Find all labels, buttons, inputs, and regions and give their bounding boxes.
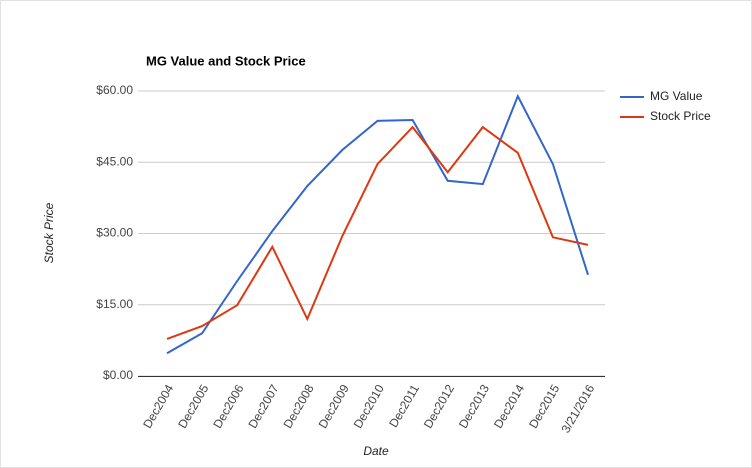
x-tick-label: Dec2015 xyxy=(526,382,562,431)
legend-label: MG Value xyxy=(650,89,703,103)
chart-title: MG Value and Stock Price xyxy=(146,53,306,68)
x-tick-label: Dec2010 xyxy=(351,382,387,431)
x-tick-label: Dec2006 xyxy=(210,382,246,431)
x-tick-label: Dec2008 xyxy=(281,382,317,431)
legend-label: Stock Price xyxy=(650,109,711,123)
x-axis-title: Date xyxy=(363,444,389,458)
x-tick-label: Dec2009 xyxy=(316,382,352,431)
y-tick-label: $60.00 xyxy=(96,83,133,97)
x-tick-label: Dec2005 xyxy=(175,382,211,431)
x-tick-label: Dec2007 xyxy=(245,382,281,431)
x-tick-label: Dec2011 xyxy=(386,382,422,430)
y-axis-title: Stock Price xyxy=(42,202,56,263)
x-tick-label: Dec2012 xyxy=(421,382,457,431)
x-tick-label: Dec2014 xyxy=(491,382,527,431)
x-tick-label: Dec2013 xyxy=(456,382,492,431)
series-line xyxy=(166,93,589,355)
x-tick-label: 3/21/2016 xyxy=(559,382,598,436)
series-line xyxy=(166,125,589,340)
y-tick-label: $30.00 xyxy=(96,226,133,240)
y-tick-label: $15.00 xyxy=(96,297,133,311)
y-tick-label: $45.00 xyxy=(96,154,133,168)
x-tick-label: Dec2004 xyxy=(140,382,176,431)
y-tick-label: $0.00 xyxy=(103,368,133,382)
